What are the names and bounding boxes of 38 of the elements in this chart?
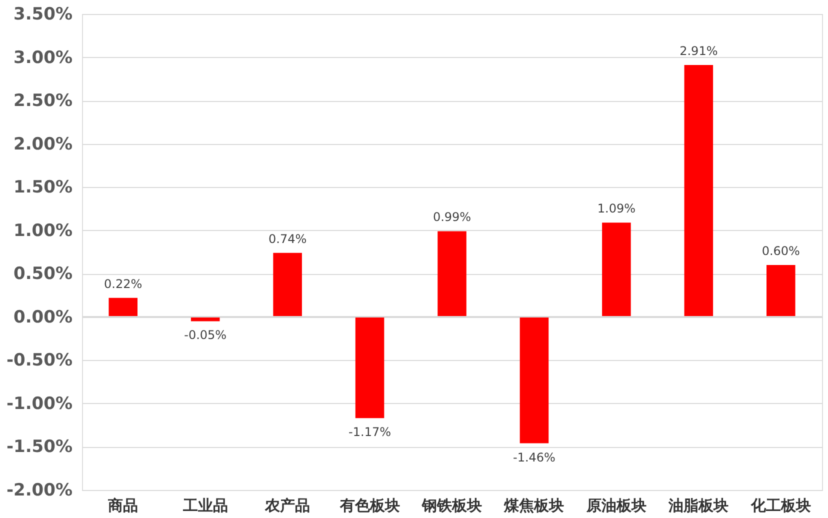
data-label: 0.22%	[104, 276, 142, 291]
bar	[108, 298, 138, 317]
y-tick-label: 0.00%	[14, 307, 72, 328]
y-tick-label: -1.50%	[6, 437, 72, 458]
x-tick-label: 煤焦板块	[503, 496, 564, 514]
bar	[684, 65, 714, 317]
x-tick-label: 有色板块	[338, 496, 400, 514]
data-label: -1.46%	[512, 450, 556, 464]
bar	[766, 264, 796, 317]
data-label: 0.99%	[432, 210, 472, 224]
y-tick-label: -1.00%	[6, 394, 72, 414]
y-tick-label: 3.00%	[14, 48, 72, 68]
x-tick-label: 钢铁板块	[421, 496, 482, 514]
y-tick-label: -2.00%	[6, 480, 72, 500]
x-tick-label: 商品	[107, 496, 138, 514]
data-label: 1.09%	[597, 202, 636, 216]
y-tick-label: 2.50%	[14, 91, 72, 112]
y-tick-label: 1.00%	[14, 220, 72, 241]
y-tick-label: 2.00%	[14, 134, 72, 154]
bar	[273, 252, 302, 317]
y-tick-label: -0.50%	[6, 350, 72, 371]
bar	[602, 222, 631, 317]
x-tick-label: 油脂板块	[668, 496, 729, 514]
x-tick-label: 化工板块	[750, 496, 811, 514]
bar	[520, 316, 549, 444]
x-tick-label: 原油板块	[585, 496, 646, 514]
x-tick-label: 工业品	[182, 496, 228, 514]
data-label: 0.60%	[762, 244, 800, 258]
data-label: -0.05%	[184, 328, 227, 342]
y-tick-label: 0.50%	[14, 264, 72, 284]
y-tick-label: 1.50%	[14, 178, 72, 198]
bar	[438, 231, 466, 317]
bar	[355, 316, 384, 418]
data-label: 2.91%	[680, 44, 718, 58]
data-label: 0.74%	[268, 232, 307, 246]
y-tick-label: 3.50%	[14, 4, 72, 24]
data-label: -1.17%	[348, 425, 392, 440]
x-tick-label: 农产品	[264, 496, 310, 514]
